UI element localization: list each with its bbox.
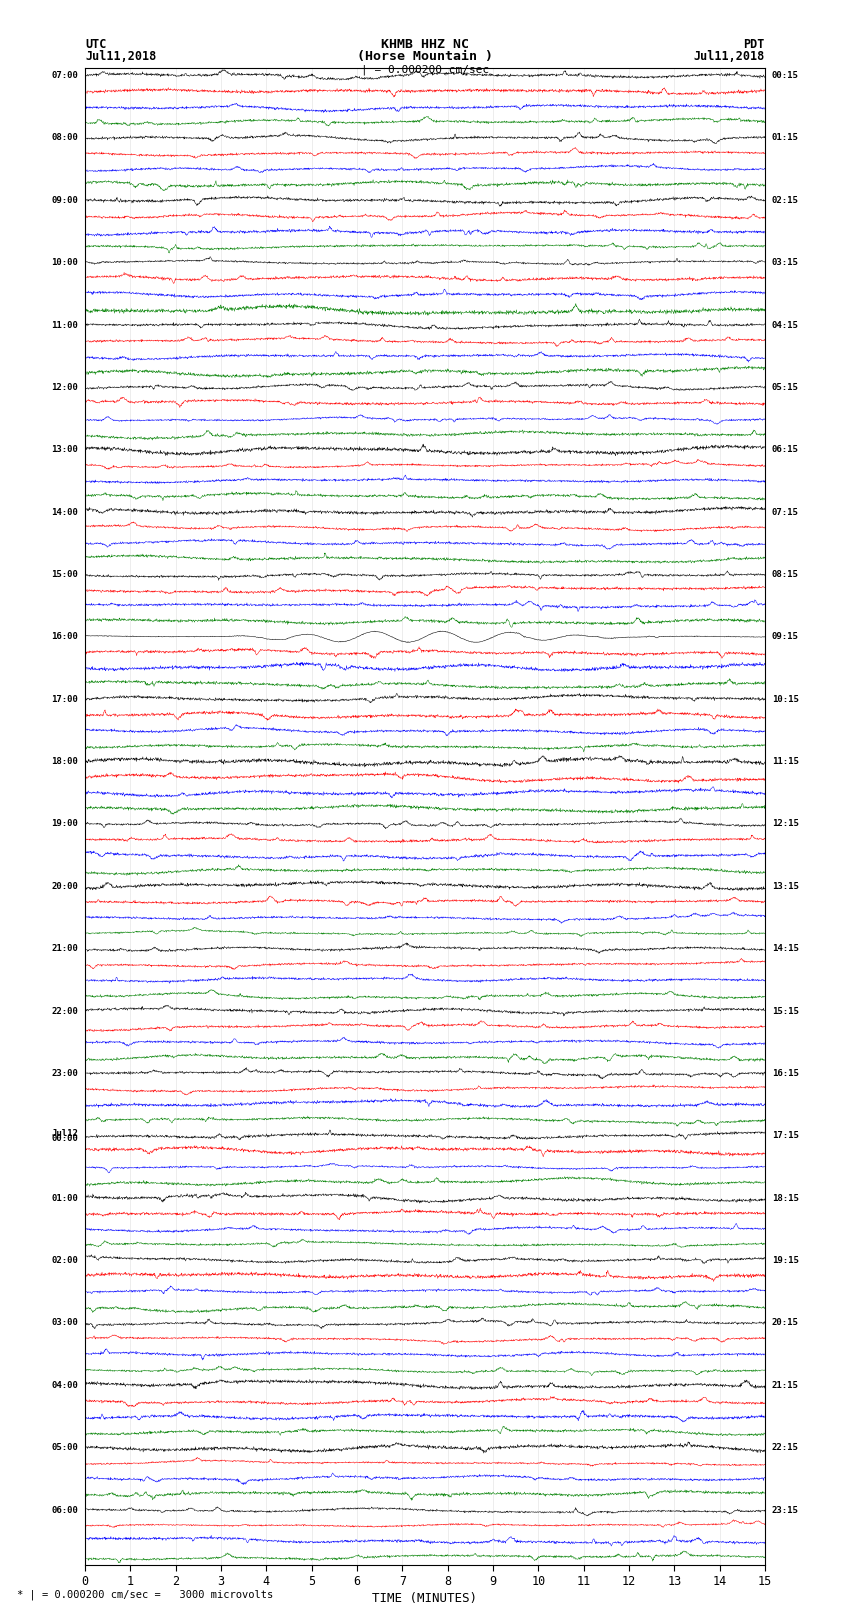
- Text: KHMB HHZ NC: KHMB HHZ NC: [381, 37, 469, 50]
- Text: 07:15: 07:15: [772, 508, 799, 516]
- Text: 13:15: 13:15: [772, 882, 799, 890]
- X-axis label: TIME (MINUTES): TIME (MINUTES): [372, 1592, 478, 1605]
- Text: 06:15: 06:15: [772, 445, 799, 455]
- Text: 02:15: 02:15: [772, 195, 799, 205]
- Text: 00:15: 00:15: [772, 71, 799, 81]
- Text: PDT: PDT: [744, 37, 765, 50]
- Text: 19:00: 19:00: [51, 819, 78, 829]
- Text: 05:15: 05:15: [772, 382, 799, 392]
- Text: 04:15: 04:15: [772, 321, 799, 329]
- Text: 03:15: 03:15: [772, 258, 799, 268]
- Text: 03:00: 03:00: [51, 1318, 78, 1327]
- Text: 04:00: 04:00: [51, 1381, 78, 1390]
- Text: 19:15: 19:15: [772, 1257, 799, 1265]
- Text: 16:15: 16:15: [772, 1069, 799, 1077]
- Text: 21:15: 21:15: [772, 1381, 799, 1390]
- Text: 23:00: 23:00: [51, 1069, 78, 1077]
- Text: 07:00: 07:00: [51, 71, 78, 81]
- Text: 21:00: 21:00: [51, 944, 78, 953]
- Text: 06:00: 06:00: [51, 1505, 78, 1515]
- Text: 00:00: 00:00: [51, 1134, 78, 1144]
- Text: 15:15: 15:15: [772, 1007, 799, 1016]
- Text: 16:00: 16:00: [51, 632, 78, 642]
- Text: 12:00: 12:00: [51, 382, 78, 392]
- Text: Jul11,2018: Jul11,2018: [694, 50, 765, 63]
- Text: 15:00: 15:00: [51, 569, 78, 579]
- Text: 08:15: 08:15: [772, 569, 799, 579]
- Text: 17:15: 17:15: [772, 1131, 799, 1140]
- Text: | = 0.000200 cm/sec: | = 0.000200 cm/sec: [361, 65, 489, 76]
- Text: 14:15: 14:15: [772, 944, 799, 953]
- Text: 22:00: 22:00: [51, 1007, 78, 1016]
- Text: 02:00: 02:00: [51, 1257, 78, 1265]
- Text: 11:00: 11:00: [51, 321, 78, 329]
- Text: 09:00: 09:00: [51, 195, 78, 205]
- Text: UTC: UTC: [85, 37, 106, 50]
- Text: 09:15: 09:15: [772, 632, 799, 642]
- Text: 20:15: 20:15: [772, 1318, 799, 1327]
- Text: 01:00: 01:00: [51, 1194, 78, 1203]
- Text: 14:00: 14:00: [51, 508, 78, 516]
- Text: 10:00: 10:00: [51, 258, 78, 268]
- Text: 23:15: 23:15: [772, 1505, 799, 1515]
- Text: 01:15: 01:15: [772, 134, 799, 142]
- Text: 13:00: 13:00: [51, 445, 78, 455]
- Text: 11:15: 11:15: [772, 756, 799, 766]
- Text: Jul12: Jul12: [51, 1129, 78, 1137]
- Text: 12:15: 12:15: [772, 819, 799, 829]
- Text: 10:15: 10:15: [772, 695, 799, 703]
- Text: * | = 0.000200 cm/sec =   3000 microvolts: * | = 0.000200 cm/sec = 3000 microvolts: [17, 1589, 273, 1600]
- Text: 17:00: 17:00: [51, 695, 78, 703]
- Text: 18:15: 18:15: [772, 1194, 799, 1203]
- Text: Jul11,2018: Jul11,2018: [85, 50, 156, 63]
- Text: 20:00: 20:00: [51, 882, 78, 890]
- Text: 05:00: 05:00: [51, 1444, 78, 1452]
- Text: (Horse Mountain ): (Horse Mountain ): [357, 50, 493, 63]
- Text: 18:00: 18:00: [51, 756, 78, 766]
- Text: 22:15: 22:15: [772, 1444, 799, 1452]
- Text: 08:00: 08:00: [51, 134, 78, 142]
